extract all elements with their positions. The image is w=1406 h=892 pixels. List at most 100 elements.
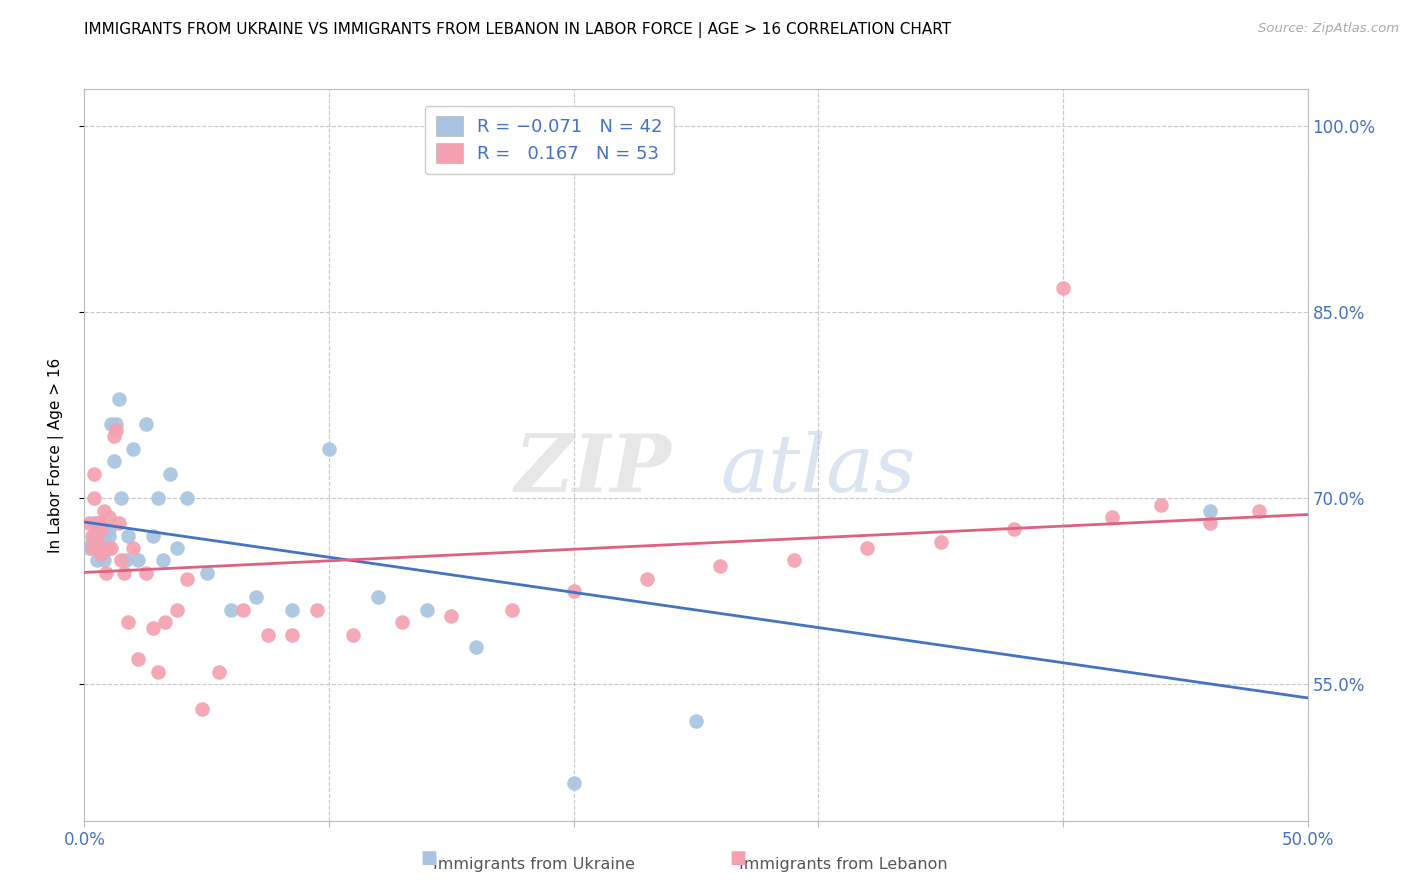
Point (153, 615, 176, 630)
Point (367, 591, 389, 605)
Point (100, 541, 122, 555)
Point (127, 652, 149, 666)
Point (80, 534, 103, 549)
Point (464, 640, 486, 654)
Point (245, 591, 267, 605)
Point (86, 553, 108, 567)
Point (93, 541, 115, 555)
Point (117, 615, 139, 630)
Point (90, 522, 112, 536)
Point (166, 541, 188, 555)
Point (318, 442, 340, 456)
Point (281, 628, 304, 642)
Point (80, 528, 103, 542)
Point (159, 467, 181, 481)
Point (97, 522, 120, 536)
Point (87, 541, 110, 555)
Point (87, 541, 110, 555)
Point (305, 603, 328, 617)
Point (135, 566, 157, 580)
Text: atlas: atlas (720, 431, 915, 508)
Point (142, 528, 165, 542)
Point (142, 622, 165, 636)
Point (117, 528, 139, 542)
Point (103, 429, 125, 443)
Point (1198, 516, 1220, 530)
Point (191, 702, 214, 716)
Point (86, 516, 108, 530)
Point (110, 553, 132, 567)
Point (87, 528, 110, 542)
Point (856, 541, 879, 555)
Text: ■: ■ (420, 849, 437, 867)
Point (146, 491, 169, 506)
Point (219, 603, 242, 617)
Point (1247, 504, 1270, 518)
Point (1101, 509, 1123, 524)
Point (685, 714, 707, 729)
Point (97, 509, 120, 524)
Point (416, 603, 439, 617)
Point (342, 628, 364, 642)
Point (127, 553, 149, 567)
Point (929, 534, 952, 549)
Point (562, 776, 585, 790)
Point (77, 516, 100, 530)
Point (122, 541, 145, 555)
Point (152, 553, 174, 567)
Point (97, 541, 120, 555)
Point (208, 665, 231, 679)
Point (562, 584, 585, 599)
Point (502, 603, 524, 617)
Point (440, 609, 463, 624)
Point (391, 615, 413, 630)
Point (80, 541, 103, 555)
Text: Immigrants from Lebanon: Immigrants from Lebanon (740, 857, 948, 872)
Legend: R = −0.071   N = 42, R =   0.167   N = 53: R = −0.071 N = 42, R = 0.167 N = 53 (425, 105, 673, 174)
Point (636, 572, 658, 586)
Point (783, 553, 806, 567)
Point (103, 454, 125, 468)
Point (110, 491, 132, 506)
Point (96, 566, 118, 580)
Point (105, 423, 128, 437)
Point (107, 392, 129, 406)
Point (176, 572, 198, 586)
Point (77, 541, 100, 555)
Point (1150, 498, 1173, 512)
Point (107, 516, 129, 530)
Point (90, 541, 112, 555)
Point (93, 531, 115, 545)
Point (93, 504, 115, 518)
Point (166, 603, 188, 617)
Point (100, 417, 122, 431)
Point (146, 665, 169, 679)
Point (105, 417, 128, 431)
Point (1198, 504, 1220, 518)
Point (96, 541, 118, 555)
Point (176, 491, 198, 506)
Point (90, 522, 112, 536)
Text: IMMIGRANTS FROM UKRAINE VS IMMIGRANTS FROM LEBANON IN LABOR FORCE | AGE > 16 COR: IMMIGRANTS FROM UKRAINE VS IMMIGRANTS FR… (84, 22, 952, 38)
Point (281, 603, 304, 617)
Point (122, 442, 145, 456)
Text: Immigrants from Ukraine: Immigrants from Ukraine (433, 857, 636, 872)
Point (83, 516, 105, 530)
Point (135, 417, 157, 431)
Point (86, 541, 108, 555)
Point (709, 559, 731, 574)
Point (83, 528, 105, 542)
Point (112, 566, 135, 580)
Point (83, 467, 105, 481)
Point (83, 491, 105, 506)
Point (232, 603, 254, 617)
Point (1052, 280, 1074, 294)
Point (1002, 522, 1025, 536)
Point (257, 628, 280, 642)
Y-axis label: In Labor Force | Age > 16: In Labor Force | Age > 16 (48, 358, 63, 552)
Point (93, 553, 115, 567)
Text: ZIP: ZIP (515, 431, 672, 508)
Point (87, 516, 110, 530)
Point (115, 553, 138, 567)
Point (97, 528, 120, 542)
